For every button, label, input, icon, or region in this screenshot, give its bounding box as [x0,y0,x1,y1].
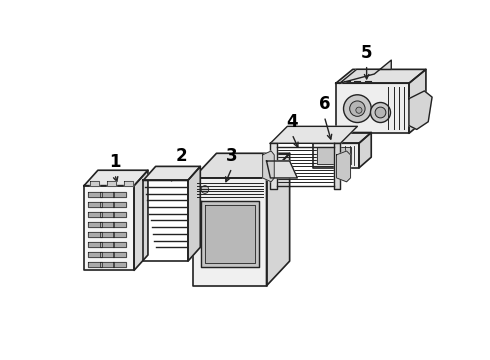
Polygon shape [88,232,102,237]
Polygon shape [194,178,267,286]
Polygon shape [88,222,102,227]
Polygon shape [270,126,357,143]
Polygon shape [88,262,102,267]
Polygon shape [267,161,297,178]
Polygon shape [107,181,117,186]
Polygon shape [409,69,426,133]
Polygon shape [134,170,148,270]
Polygon shape [100,232,114,237]
Polygon shape [359,132,371,168]
Text: 4: 4 [286,113,298,131]
Polygon shape [188,166,200,261]
Circle shape [350,101,365,116]
Polygon shape [113,252,126,257]
Polygon shape [113,192,126,197]
Polygon shape [88,202,102,207]
Polygon shape [409,91,432,130]
Polygon shape [267,153,290,286]
Circle shape [375,107,386,118]
Text: 5: 5 [361,44,372,62]
Polygon shape [100,202,114,207]
Polygon shape [270,143,276,189]
Polygon shape [88,212,102,217]
Polygon shape [113,232,126,237]
Polygon shape [113,262,126,267]
Polygon shape [88,242,102,247]
Text: 1: 1 [109,153,121,171]
Polygon shape [90,181,99,186]
Polygon shape [317,147,351,164]
Polygon shape [84,170,148,186]
Polygon shape [205,205,255,263]
Polygon shape [194,153,290,178]
Polygon shape [113,242,126,247]
Polygon shape [336,69,426,83]
Polygon shape [100,222,114,227]
Circle shape [356,107,362,113]
Polygon shape [113,202,126,207]
Polygon shape [100,212,114,217]
Polygon shape [263,151,274,182]
Text: 3: 3 [226,147,238,165]
Polygon shape [88,192,102,197]
Polygon shape [100,192,114,197]
Circle shape [343,95,371,122]
Text: 6: 6 [318,95,330,113]
Polygon shape [100,252,114,257]
Polygon shape [143,166,200,180]
Polygon shape [313,132,371,143]
Polygon shape [337,151,350,182]
Polygon shape [313,143,359,168]
Text: 2: 2 [176,147,188,165]
Circle shape [201,186,209,193]
Polygon shape [100,262,114,267]
Polygon shape [336,83,409,133]
Polygon shape [84,186,134,270]
Polygon shape [340,60,392,83]
Polygon shape [113,222,126,227]
Polygon shape [201,201,259,266]
Polygon shape [113,212,126,217]
Circle shape [370,103,391,122]
Polygon shape [124,181,133,186]
Polygon shape [88,252,102,257]
Polygon shape [334,143,341,189]
Polygon shape [100,242,114,247]
